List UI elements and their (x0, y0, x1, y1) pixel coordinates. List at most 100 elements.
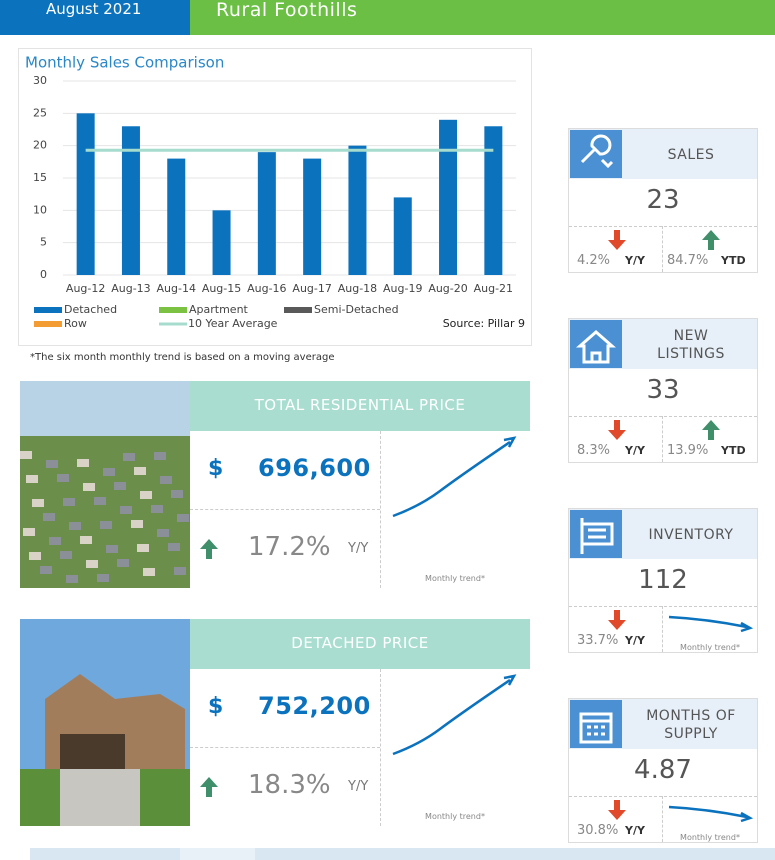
ytd-change: 84.7% (667, 253, 709, 268)
footer-block (180, 848, 255, 860)
price-change: 18.3% (248, 770, 331, 800)
trend-label: Monthly trend* (425, 574, 485, 583)
bar (439, 119, 458, 275)
legend-swatch (159, 307, 187, 313)
rooftop (117, 559, 129, 567)
rooftop (94, 497, 106, 505)
rooftop (66, 575, 78, 583)
price-title: DETACHED PRICE (291, 634, 429, 652)
arrow-shape (702, 230, 720, 250)
arrow-shape (608, 230, 626, 250)
bar (303, 158, 322, 275)
rooftop (120, 506, 132, 514)
stat-card: MONTHS OF SUPPLY 4.87 30.8% Y/Y Monthly tren… (568, 698, 758, 843)
y-tick-label: 5 (40, 236, 47, 249)
trend-line (668, 615, 753, 633)
divider (190, 747, 380, 748)
yy-change: 4.2% (577, 253, 611, 268)
rooftop (137, 544, 149, 552)
rooftop (83, 483, 95, 491)
stat-card: SALES 23 4.2% Y/Y 84.7% YTD (568, 128, 758, 273)
region: Rural Foothills (216, 0, 358, 21)
y-tick-label: 15 (33, 171, 47, 184)
rooftop (20, 451, 32, 459)
trend-line (668, 805, 753, 823)
rooftop (106, 545, 118, 553)
icon-glyph (579, 712, 613, 744)
rooftop (40, 566, 52, 574)
rooftop (57, 474, 69, 482)
x-tick-label: Aug-21 (474, 282, 513, 295)
yy-label: Y/Y (625, 634, 645, 647)
arrow-shape (608, 420, 626, 440)
x-tick-label: Aug-17 (292, 282, 331, 295)
arrow-shape (608, 800, 626, 820)
rooftop (171, 490, 183, 498)
divider (569, 416, 757, 417)
price-value: 696,600 (258, 454, 371, 482)
bar (348, 145, 367, 275)
icon-glyph (576, 330, 616, 364)
divider (380, 431, 381, 588)
rooftop (151, 505, 163, 513)
down-arrow (608, 800, 626, 820)
rooftop (43, 513, 55, 521)
driveway (60, 769, 140, 826)
x-tick-label: Aug-15 (202, 282, 241, 295)
rooftop (134, 467, 146, 475)
stat-card: INVENTORY 112 33.7% Y/Y Monthly trend* (568, 508, 758, 653)
yy-change: 8.3% (577, 443, 611, 458)
y-tick-label: 25 (33, 106, 47, 119)
legend-label: Detached (64, 303, 117, 316)
rooftop (86, 560, 98, 568)
rooftop (143, 568, 155, 576)
legend-label: 10 Year Average (188, 317, 278, 330)
rooftop (154, 452, 166, 460)
rooftop (49, 537, 61, 545)
chart-title: Monthly Sales Comparison (25, 54, 224, 72)
currency: $ (208, 694, 224, 719)
yy-label: Y/Y (625, 444, 645, 457)
price-value: 752,200 (258, 692, 371, 720)
house-photo (20, 619, 190, 826)
arrow-shape (702, 420, 720, 440)
stat-icon (570, 510, 622, 558)
bar (257, 152, 276, 275)
x-tick-label: Aug-13 (111, 282, 150, 295)
legend-swatch (284, 307, 312, 313)
divider (662, 416, 663, 462)
rooftop (80, 536, 92, 544)
rooftop (100, 521, 112, 529)
down-arrow (608, 610, 626, 630)
trend-sparkline (668, 805, 753, 823)
date: August 2021 (46, 0, 142, 18)
x-tick-label: Aug-20 (428, 282, 467, 295)
rooftop (123, 453, 135, 461)
rooftop (114, 482, 126, 490)
rooftop (60, 551, 72, 559)
footer-strip (0, 848, 775, 860)
stat-value: 112 (638, 565, 688, 595)
bar (121, 126, 140, 276)
trend-sparkline (392, 674, 517, 756)
price-header (190, 619, 530, 669)
stat-value: 33 (646, 375, 680, 405)
rooftop (103, 468, 115, 476)
price-change: 17.2% (248, 532, 331, 562)
trend-line (392, 674, 517, 756)
stat-icon (570, 700, 622, 748)
divider (662, 606, 663, 652)
rooftop (97, 574, 109, 582)
trend-label: Monthly trend* (425, 812, 485, 821)
legend-swatch (34, 321, 62, 327)
suburb-photo (20, 381, 190, 588)
trend-label: Monthly trend* (680, 833, 740, 842)
x-tick-label: Aug-14 (157, 282, 196, 295)
ytd-label: YTD (721, 444, 746, 457)
trend-sparkline (668, 615, 753, 633)
ytd-change: 13.9% (667, 443, 709, 458)
bar (393, 197, 412, 275)
rooftop (32, 499, 44, 507)
icon-glyph (580, 518, 614, 554)
footer-block (0, 848, 30, 860)
